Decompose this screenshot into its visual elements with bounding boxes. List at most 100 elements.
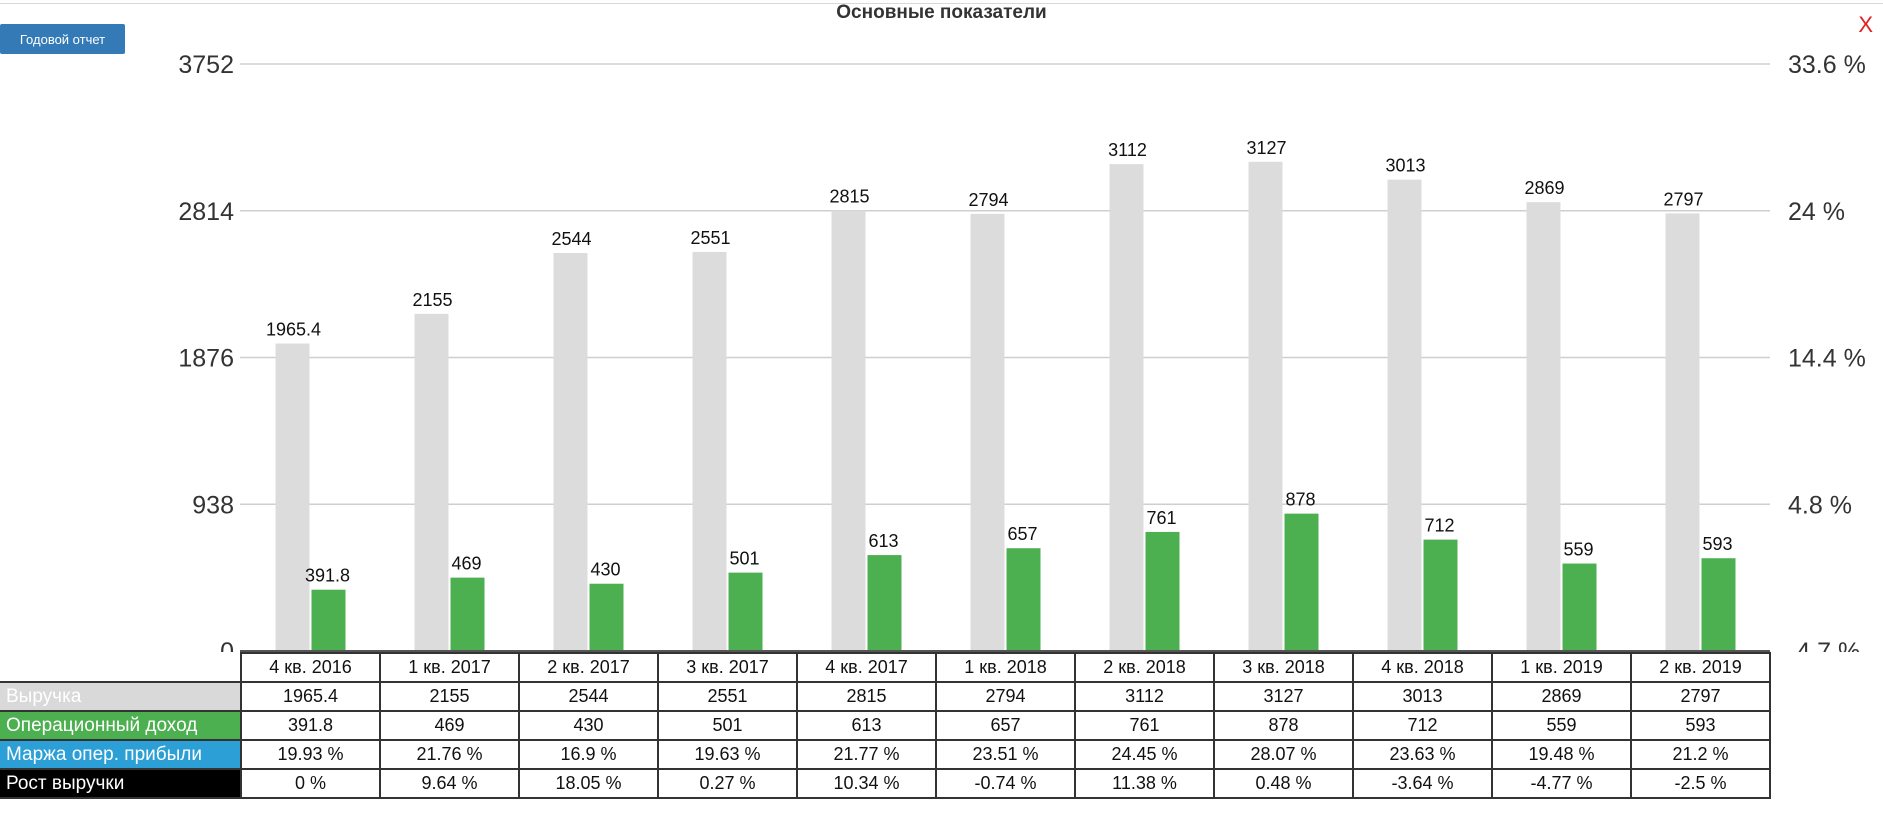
table-cell: -3.64 % bbox=[1352, 768, 1493, 799]
operating-income-value-label: 501 bbox=[729, 549, 759, 569]
table-row: Маржа опер. прибыли 19.93 % 21.76 % 16.9 % 1… bbox=[0, 739, 1771, 770]
operating-income-bar bbox=[1562, 563, 1597, 651]
revenue-value-label: 2797 bbox=[1663, 189, 1703, 209]
table-corner bbox=[0, 653, 241, 682]
operating-income-value-label: 430 bbox=[590, 560, 620, 580]
table-cell: 19.63 % bbox=[657, 739, 798, 770]
table-cell: 21.77 % bbox=[796, 739, 937, 770]
table-cell: 28.07 % bbox=[1213, 739, 1354, 770]
table-cell: -2.5 % bbox=[1630, 768, 1771, 799]
revenue-bar bbox=[553, 252, 588, 652]
operating-income-value-label: 878 bbox=[1285, 490, 1315, 510]
table-cell: 23.51 % bbox=[935, 739, 1076, 770]
table-cell: 761 bbox=[1074, 710, 1215, 741]
revenue-bar bbox=[831, 210, 866, 651]
revenue-value-label: 2551 bbox=[690, 228, 730, 248]
operating-income-value-label: 593 bbox=[1702, 534, 1732, 554]
y2-tick-label: 14.4 % bbox=[1788, 345, 1866, 373]
table-cell: 10.34 % bbox=[796, 768, 937, 799]
table-row: Выручка 1965.4 2155 2544 2551 2815 2794 3112 312… bbox=[0, 681, 1771, 712]
operating-income-bar bbox=[1701, 558, 1736, 651]
table-cell: 3013 bbox=[1352, 681, 1493, 712]
revenue-value-label: 1965.4 bbox=[266, 320, 321, 340]
table-cell: 559 bbox=[1491, 710, 1632, 741]
table-cell: 1965.4 bbox=[240, 681, 381, 712]
table-cell: 18.05 % bbox=[518, 768, 659, 799]
y2-tick-label: 33.6 % bbox=[1788, 51, 1866, 79]
table-cell: 3112 bbox=[1074, 681, 1215, 712]
table-cell: -4.77 % bbox=[1491, 768, 1632, 799]
operating-income-bar bbox=[728, 572, 763, 651]
y-tick-label: 3752 bbox=[178, 51, 234, 79]
row-label: Рост выручки bbox=[0, 768, 242, 799]
revenue-bar bbox=[1665, 213, 1700, 651]
revenue-value-label: 3127 bbox=[1246, 138, 1286, 158]
table-cell: 0.48 % bbox=[1213, 768, 1354, 799]
operating-income-bar bbox=[867, 555, 902, 651]
revenue-value-label: 2815 bbox=[829, 187, 869, 207]
category-header-cell: 4 кв. 2017 bbox=[796, 652, 937, 683]
y2-tick-label: 4.8 % bbox=[1788, 491, 1852, 519]
category-header-cell: 2 кв. 2017 bbox=[518, 652, 659, 683]
table-cell: 657 bbox=[935, 710, 1076, 741]
operating-income-bar bbox=[1423, 539, 1458, 651]
table-header-row: 4 кв. 2016 1 кв. 2017 2 кв. 2017 3 кв. 2017… bbox=[0, 652, 1771, 683]
table-cell: 2815 bbox=[796, 681, 937, 712]
y2-tick-label: -4.7 % bbox=[1788, 638, 1860, 652]
revenue-value-label: 2544 bbox=[551, 229, 591, 249]
table-cell: 0 % bbox=[240, 768, 381, 799]
revenue-value-label: 3112 bbox=[1108, 140, 1147, 160]
category-header-cell: 4 кв. 2018 bbox=[1352, 652, 1493, 683]
category-header-cell: 2 кв. 2018 bbox=[1074, 652, 1215, 683]
revenue-value-label: 3013 bbox=[1385, 156, 1425, 176]
table-cell: 469 bbox=[379, 710, 520, 741]
operating-income-value-label: 469 bbox=[451, 554, 481, 574]
revenue-bar bbox=[1387, 179, 1422, 652]
table-cell: 16.9 % bbox=[518, 739, 659, 770]
y-tick-label: 938 bbox=[192, 491, 234, 519]
y2-tick-label: 24 % bbox=[1788, 198, 1845, 226]
table-cell: 2155 bbox=[379, 681, 520, 712]
table-cell: 2544 bbox=[518, 681, 659, 712]
table-cell: 23.63 % bbox=[1352, 739, 1493, 770]
table-cell: 613 bbox=[796, 710, 937, 741]
operating-income-value-label: 613 bbox=[868, 531, 898, 551]
table-cell: 2551 bbox=[657, 681, 798, 712]
revenue-value-label: 2155 bbox=[412, 290, 452, 310]
table-cell: 391.8 bbox=[240, 710, 381, 741]
operating-income-bar bbox=[311, 589, 346, 651]
category-header-cell: 1 кв. 2019 bbox=[1491, 652, 1632, 683]
table-cell: 2797 bbox=[1630, 681, 1771, 712]
category-header-cell: 2 кв. 2019 bbox=[1630, 652, 1771, 683]
operating-income-value-label: 761 bbox=[1146, 508, 1176, 528]
category-header-cell: 3 кв. 2018 bbox=[1213, 652, 1354, 683]
table-cell: 501 bbox=[657, 710, 798, 741]
table-row: Операционный доход 391.8 469 430 501 613 657 76… bbox=[0, 710, 1771, 741]
revenue-bar bbox=[1248, 161, 1283, 651]
chart-title: Основные показатели bbox=[836, 2, 1047, 23]
row-label: Выручка bbox=[0, 681, 242, 712]
operating-income-value-label: 712 bbox=[1424, 516, 1454, 536]
revenue-bar bbox=[1109, 164, 1144, 651]
close-icon[interactable]: X bbox=[1858, 12, 1873, 37]
category-header-cell: 3 кв. 2017 bbox=[657, 652, 798, 683]
operating-income-bar bbox=[589, 583, 624, 651]
revenue-value-label: 2869 bbox=[1524, 178, 1564, 198]
table-cell: 593 bbox=[1630, 710, 1771, 741]
category-header-cell: 1 кв. 2018 bbox=[935, 652, 1076, 683]
table-cell: 11.38 % bbox=[1074, 768, 1215, 799]
chart-canvas: 0 938 1876 2814 3752 -4.7 % 4.8 % 14.4 % 24 % 33.… bbox=[178, 51, 1866, 652]
operating-income-value-label: 657 bbox=[1007, 524, 1037, 544]
operating-income-bar bbox=[1145, 531, 1180, 651]
top-divider bbox=[0, 3, 1883, 4]
revenue-bar bbox=[692, 251, 727, 652]
y-tick-label: 2814 bbox=[178, 198, 234, 226]
table-cell: 9.64 % bbox=[379, 768, 520, 799]
revenue-bar bbox=[1526, 202, 1561, 651]
annual-report-button[interactable]: Годовой отчет bbox=[0, 24, 125, 54]
operating-income-bar bbox=[1006, 548, 1041, 651]
table-cell: 21.2 % bbox=[1630, 739, 1771, 770]
category-header-cell: 4 кв. 2016 bbox=[240, 652, 381, 683]
table-cell: 430 bbox=[518, 710, 659, 741]
y-tick-label: 0 bbox=[220, 638, 234, 652]
